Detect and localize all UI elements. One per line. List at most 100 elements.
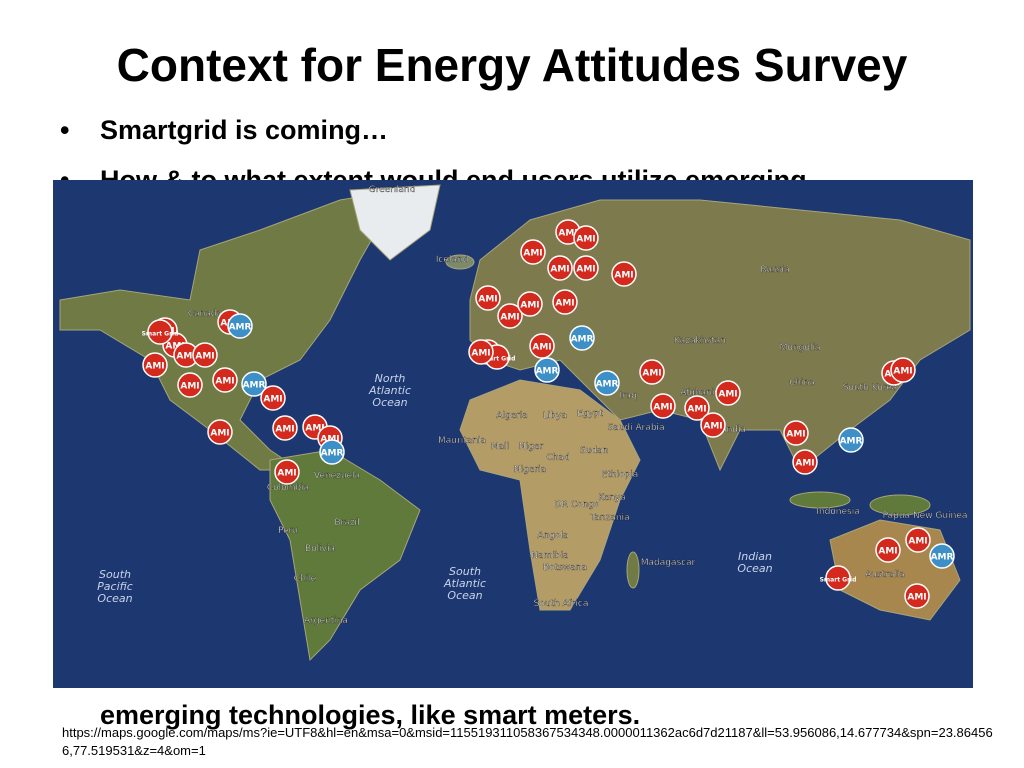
map-marker: AMI xyxy=(260,385,286,411)
marker-pin xyxy=(552,289,578,315)
map-marker: AMR xyxy=(534,357,560,383)
marker-label: AMR xyxy=(229,323,252,333)
map-marker: AMI xyxy=(700,412,726,438)
place-label: Botswana xyxy=(543,563,587,573)
place-label: Papua New Guinea xyxy=(883,511,968,521)
map-marker: AMI xyxy=(468,339,494,365)
map-marker: AMR xyxy=(319,439,345,465)
marker-pin xyxy=(142,352,168,378)
map: Greenland Iceland Russia Kazakhstan Mongolia… xyxy=(53,180,973,688)
place-label: China xyxy=(789,378,815,388)
marker-label: AMR xyxy=(536,367,559,377)
place-label: Kenya xyxy=(598,493,626,503)
place-label: India xyxy=(724,425,746,435)
marker-label: AMI xyxy=(277,469,296,479)
marker-pin xyxy=(241,371,267,397)
map-marker: AMI xyxy=(497,303,523,329)
map-marker: AMI xyxy=(573,225,599,251)
place-label: South Africa xyxy=(534,599,589,609)
marker-label: AMR xyxy=(840,437,863,447)
marker-pin xyxy=(272,415,298,441)
marker-pin xyxy=(594,370,620,396)
place-label: Ethiopia xyxy=(602,470,639,480)
marker-pin xyxy=(529,333,555,359)
marker-label: AMI xyxy=(718,390,737,400)
marker-pin xyxy=(715,380,741,406)
map-marker: AMI xyxy=(792,449,818,475)
marker-label: AMI xyxy=(305,424,324,434)
marker-label: Smart Grid xyxy=(479,356,516,363)
map-marker: AMI xyxy=(520,239,546,265)
map-marker: AMI xyxy=(639,359,665,385)
ocean-label: South Atlantic Ocean xyxy=(443,565,486,602)
map-marker: Smart Grid xyxy=(142,319,179,345)
map-marker: Smart Grid xyxy=(820,565,856,591)
marker-pin xyxy=(875,537,901,563)
marker-label: AMI xyxy=(165,342,184,352)
map-marker: AMI xyxy=(547,255,573,281)
marker-label: AMI xyxy=(653,403,672,413)
marker-label: Smart Grid xyxy=(142,331,179,338)
slide-title: Context for Energy Attitudes Survey xyxy=(116,39,908,91)
map-marker: AMI xyxy=(890,357,916,383)
marker-pin xyxy=(227,313,253,339)
place-label: Chile xyxy=(294,574,317,584)
bullet-dot: • xyxy=(60,115,70,145)
marker-pin xyxy=(212,367,238,393)
place-label: Peru xyxy=(278,526,298,536)
map-marker: AMI xyxy=(904,583,930,609)
marker-label: AMR xyxy=(321,449,344,459)
ocean-label: North Atlantic Ocean xyxy=(368,372,411,409)
marker-label: AMR xyxy=(596,380,619,390)
marker-pin xyxy=(611,261,637,287)
marker-label: AMI xyxy=(478,295,497,305)
marker-label: AMI xyxy=(907,593,926,603)
marker-pin xyxy=(147,319,173,345)
ocean-label: South Pacific Ocean xyxy=(97,568,133,605)
place-label: Colombia xyxy=(267,483,309,493)
marker-pin xyxy=(547,255,573,281)
map-marker: AMR xyxy=(929,543,955,569)
bullet: emerging technologies, like smart meters… xyxy=(100,700,641,730)
marker-label: AMI xyxy=(687,405,706,415)
marker-pin xyxy=(905,527,931,553)
marker-pin xyxy=(684,395,710,421)
marker-label: AMI xyxy=(908,537,927,547)
place-label: Mali xyxy=(491,442,509,452)
marker-label: AMI xyxy=(263,395,282,405)
place-label: Argentina xyxy=(304,616,348,626)
marker-label: AMI xyxy=(550,265,569,275)
marker-label: AMI xyxy=(786,430,805,440)
place-label: Bolivia xyxy=(305,544,335,554)
map-marker: AMI xyxy=(192,342,218,368)
map-marker: AMI xyxy=(875,537,901,563)
place-label: Australia xyxy=(865,570,905,580)
marker-label: AMI xyxy=(523,249,542,259)
bullet: Smartgrid is coming… xyxy=(100,115,389,145)
place-label: Libya xyxy=(543,411,567,421)
marker-pin xyxy=(838,427,864,453)
marker-label: AMI xyxy=(878,547,897,557)
map-marker: AMI xyxy=(573,255,599,281)
map-marker: AMR xyxy=(241,371,267,397)
marker-pin xyxy=(520,239,546,265)
map-marker: AMI xyxy=(517,291,543,317)
marker-label: AMR xyxy=(243,381,266,391)
place-label: Brazil xyxy=(334,518,359,528)
place-label: Indonesia xyxy=(816,507,860,517)
map-marker: AMI xyxy=(715,380,741,406)
marker-label: AMI xyxy=(210,429,229,439)
map-marker: AMI xyxy=(272,415,298,441)
place-label: Russia xyxy=(761,265,790,275)
marker-label: AMI xyxy=(176,352,195,362)
place-label: Mongolia xyxy=(780,343,821,353)
marker-pin xyxy=(890,357,916,383)
marker-pin xyxy=(904,583,930,609)
place-label: Niger xyxy=(519,442,543,452)
place-label: DR Congo xyxy=(555,500,600,510)
marker-label: AMR xyxy=(571,335,594,345)
marker-pin xyxy=(573,225,599,251)
marker-pin xyxy=(783,420,809,446)
marker-pin xyxy=(534,357,560,383)
map-marker: AMR xyxy=(227,313,253,339)
